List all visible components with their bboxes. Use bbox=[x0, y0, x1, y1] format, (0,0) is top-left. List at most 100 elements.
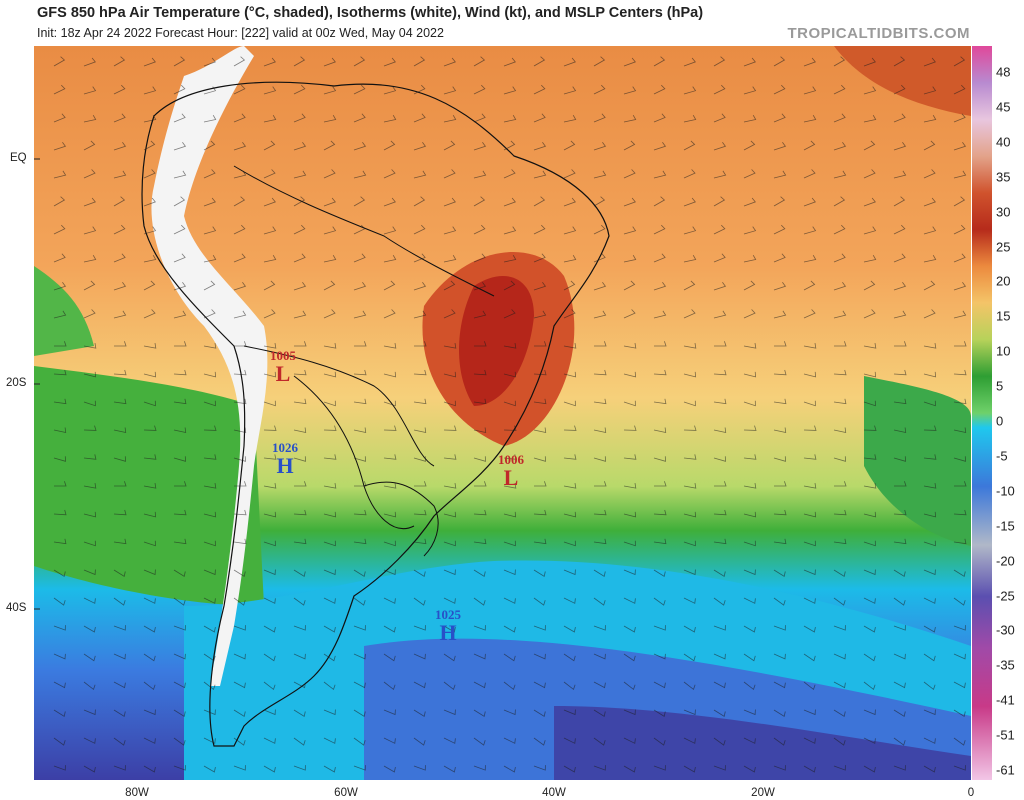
wind-barb bbox=[294, 481, 307, 487]
wind-barb bbox=[323, 454, 337, 460]
wind-barb bbox=[473, 196, 486, 207]
wind-barb bbox=[413, 709, 426, 718]
wind-barb bbox=[833, 456, 846, 462]
wind-barb bbox=[413, 84, 426, 95]
wind-barb bbox=[533, 709, 546, 718]
color-scale-label: 0 bbox=[996, 413, 1004, 429]
wind-barb bbox=[83, 226, 97, 235]
wind-barb bbox=[683, 254, 697, 263]
wind-barb bbox=[383, 57, 396, 67]
wind-barb bbox=[593, 142, 607, 151]
wind-barb bbox=[743, 765, 756, 773]
wind-barb bbox=[53, 456, 66, 462]
wind-barb bbox=[383, 400, 396, 407]
wind-barb bbox=[383, 226, 397, 235]
wind-barb bbox=[803, 226, 817, 235]
wind-barb bbox=[173, 569, 186, 578]
wind-barb bbox=[774, 341, 787, 347]
wind-barb bbox=[353, 398, 367, 405]
wind-barb bbox=[53, 56, 66, 67]
wind-barb bbox=[83, 681, 96, 691]
wind-barb bbox=[383, 597, 396, 604]
wind-barb bbox=[893, 253, 906, 263]
wind-barb bbox=[863, 280, 876, 291]
wind-barb bbox=[353, 84, 366, 95]
wind-barb bbox=[653, 538, 667, 545]
wind-barb bbox=[293, 398, 307, 405]
wind-barb bbox=[923, 681, 936, 691]
wind-barb bbox=[653, 709, 666, 718]
wind-barb bbox=[923, 511, 937, 518]
wind-barb bbox=[263, 226, 277, 235]
wind-barb bbox=[683, 625, 696, 633]
wind-barb bbox=[893, 113, 906, 123]
wind-barb bbox=[353, 142, 367, 151]
wind-barb bbox=[863, 343, 877, 349]
wind-barb bbox=[923, 169, 936, 179]
wind-barb bbox=[803, 400, 816, 407]
wind-barb bbox=[203, 309, 216, 319]
wind-barb bbox=[443, 57, 456, 67]
wind-barb bbox=[443, 343, 457, 349]
wind-barb bbox=[863, 309, 876, 319]
wind-barb bbox=[83, 625, 96, 633]
africa-warm-region bbox=[834, 46, 971, 116]
wind-barb bbox=[143, 140, 156, 151]
wind-barb bbox=[173, 369, 187, 376]
wind-barb bbox=[863, 57, 876, 67]
wind-barb bbox=[863, 569, 876, 576]
wind-barb bbox=[203, 57, 216, 67]
wind-barb bbox=[653, 56, 666, 67]
wind-barb bbox=[623, 625, 636, 633]
wind-barb bbox=[143, 709, 156, 716]
wind-barb bbox=[623, 483, 637, 489]
wind-barb bbox=[233, 84, 246, 95]
wind-barb bbox=[653, 310, 667, 319]
wind-barb bbox=[263, 653, 276, 662]
wind-barb bbox=[593, 224, 606, 235]
wind-barb bbox=[683, 169, 696, 179]
wind-barb bbox=[413, 282, 427, 291]
wind-barb bbox=[653, 625, 666, 631]
wind-barb bbox=[953, 737, 966, 746]
wind-barb bbox=[923, 280, 936, 291]
wind-barb bbox=[593, 625, 606, 631]
wind-barb bbox=[293, 282, 307, 291]
wind-barb bbox=[953, 369, 967, 376]
wind-barb bbox=[173, 282, 187, 291]
lon-label-0: 0 bbox=[967, 787, 975, 799]
wind-barb bbox=[593, 398, 607, 405]
wind-barb bbox=[293, 84, 306, 95]
wind-barb bbox=[353, 113, 366, 123]
wind-barb bbox=[143, 371, 157, 378]
wind-barb bbox=[173, 113, 186, 123]
wind-barb bbox=[473, 709, 486, 718]
wind-barb bbox=[113, 142, 127, 151]
wind-barb bbox=[773, 196, 786, 207]
wind-barb bbox=[383, 371, 397, 378]
wind-barb bbox=[173, 456, 186, 462]
wind-barb bbox=[683, 140, 696, 151]
wind-barb bbox=[503, 254, 517, 263]
wind-barb bbox=[833, 113, 846, 123]
wind-barb bbox=[83, 653, 96, 662]
wind-barb bbox=[113, 113, 126, 123]
wind-barb bbox=[683, 86, 697, 95]
wind-barb bbox=[173, 224, 186, 235]
country-border bbox=[233, 165, 495, 297]
wind-barb bbox=[803, 280, 816, 291]
wind-barb bbox=[323, 197, 336, 207]
wind-barb bbox=[143, 400, 156, 407]
wind-barb bbox=[743, 400, 756, 407]
wind-barb bbox=[743, 371, 757, 378]
pressure-value: 1026 bbox=[272, 440, 298, 455]
wind-barb bbox=[353, 569, 366, 578]
wind-barb bbox=[713, 765, 726, 771]
wind-barb bbox=[413, 597, 426, 606]
wind-barb bbox=[173, 597, 186, 606]
wind-barb bbox=[563, 86, 577, 95]
wind-barb bbox=[923, 197, 936, 207]
wind-barb bbox=[563, 597, 576, 604]
wind-barb bbox=[503, 169, 516, 179]
wind-barb bbox=[803, 681, 816, 691]
